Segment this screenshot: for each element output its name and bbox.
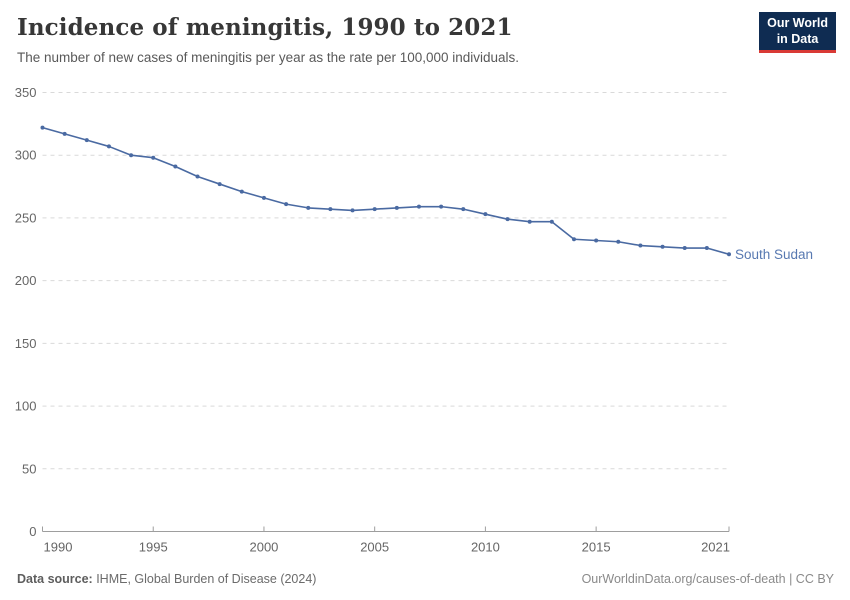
- data-source-text: IHME, Global Burden of Disease (2024): [92, 572, 317, 586]
- data-point: [549, 219, 554, 224]
- y-tick-label: 0: [29, 524, 36, 539]
- data-source-label: Data source:: [17, 572, 93, 586]
- attribution-link: OurWorldinData.org/causes-of-death | CC …: [581, 572, 834, 586]
- data-point: [416, 204, 421, 209]
- y-tick-label: 300: [15, 148, 37, 163]
- data-point: [195, 174, 200, 179]
- data-point: [62, 131, 67, 136]
- data-point: [151, 155, 156, 160]
- chart-footer: Data source: IHME, Global Burden of Dise…: [17, 572, 834, 586]
- y-tick-label: 100: [15, 399, 37, 414]
- data-point: [261, 195, 266, 200]
- owid-logo-line2: in Data: [776, 31, 819, 46]
- y-tick-label: 200: [15, 273, 37, 288]
- data-line: [41, 126, 730, 256]
- data-point: [328, 207, 333, 212]
- chart-subtitle: The number of new cases of meningitis pe…: [17, 50, 520, 65]
- x-tick-label: 2021: [701, 540, 730, 555]
- series-end-label: South Sudan: [735, 247, 813, 262]
- x-tick-label: 1995: [139, 540, 168, 555]
- data-source-note: Data source: IHME, Global Burden of Dise…: [17, 572, 316, 586]
- x-tick-label: 2000: [249, 540, 278, 555]
- y-tick-label: 250: [15, 210, 37, 225]
- owid-logo: Our World in Data: [759, 12, 836, 54]
- data-point: [173, 164, 178, 169]
- data-point: [306, 205, 311, 210]
- y-tick-label: 50: [22, 461, 36, 476]
- x-tick-label: 2010: [471, 540, 500, 555]
- owid-logo-line1: Our World: [767, 16, 828, 30]
- data-point: [394, 205, 399, 210]
- data-point: [84, 138, 89, 143]
- data-point: [727, 252, 731, 257]
- data-point: [527, 219, 532, 224]
- data-point: [483, 212, 488, 217]
- data-point: [461, 207, 466, 212]
- x-tick-label: 1990: [44, 540, 73, 555]
- data-point: [217, 182, 222, 187]
- data-point: [505, 217, 510, 222]
- y-tick-label: 350: [15, 85, 37, 100]
- data-point: [704, 246, 709, 251]
- data-point: [40, 125, 45, 130]
- chart-title: Incidence of meningitis, 1990 to 2021: [17, 14, 513, 41]
- x-tick-label: 2015: [582, 540, 611, 555]
- x-tick-label: 2005: [360, 540, 389, 555]
- data-point: [106, 144, 111, 149]
- chart-header: Incidence of meningitis, 1990 to 2021 Th…: [17, 14, 757, 65]
- data-point: [439, 204, 444, 209]
- data-point: [350, 208, 355, 213]
- data-point: [129, 153, 134, 158]
- data-point: [660, 244, 665, 249]
- y-tick-label: 150: [15, 336, 37, 351]
- data-point: [638, 243, 643, 248]
- data-point: [682, 246, 687, 251]
- data-point: [239, 189, 244, 194]
- data-point: [571, 237, 576, 242]
- data-point: [594, 238, 599, 243]
- data-point: [284, 202, 289, 207]
- data-point: [616, 239, 621, 244]
- data-point: [372, 207, 377, 212]
